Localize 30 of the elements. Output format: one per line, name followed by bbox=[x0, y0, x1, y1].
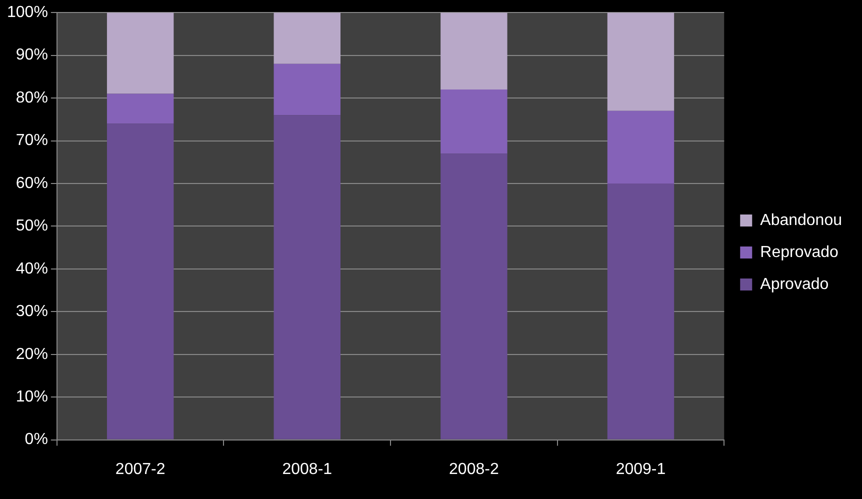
y-tick-label: 90% bbox=[16, 46, 48, 64]
y-tick-label: 10% bbox=[16, 388, 48, 406]
y-tick-label: 70% bbox=[16, 132, 48, 150]
x-tick-label: 2008-2 bbox=[449, 460, 499, 478]
y-tick-label: 60% bbox=[16, 174, 48, 192]
bar bbox=[106, 94, 174, 124]
bar bbox=[274, 12, 340, 64]
bar bbox=[607, 12, 674, 111]
bar bbox=[607, 110, 674, 184]
y-tick-label: 0% bbox=[24, 431, 48, 448]
x-tick-label: 2007-2 bbox=[115, 460, 166, 478]
bar bbox=[274, 115, 340, 440]
legend-label: Abandonou bbox=[760, 212, 842, 229]
bar bbox=[106, 12, 174, 94]
y-tick-label: 40% bbox=[16, 260, 48, 278]
bar bbox=[440, 12, 508, 90]
y-tick-label: 50% bbox=[16, 218, 48, 235]
y-tick-label: 30% bbox=[16, 303, 48, 320]
legend-label: Aprovado bbox=[760, 276, 829, 293]
bar bbox=[274, 64, 340, 116]
bar bbox=[106, 124, 174, 440]
bar bbox=[440, 89, 508, 154]
legend-label: Reprovado bbox=[760, 244, 839, 261]
y-tick-label: 20% bbox=[16, 346, 48, 363]
bar bbox=[440, 154, 508, 440]
y-tick-label: 100% bbox=[7, 4, 48, 22]
bar bbox=[607, 183, 674, 440]
y-tick-label: 80% bbox=[16, 89, 48, 106]
x-tick-label: 2008-1 bbox=[282, 460, 332, 478]
x-tick-label: 2009-1 bbox=[616, 460, 666, 478]
